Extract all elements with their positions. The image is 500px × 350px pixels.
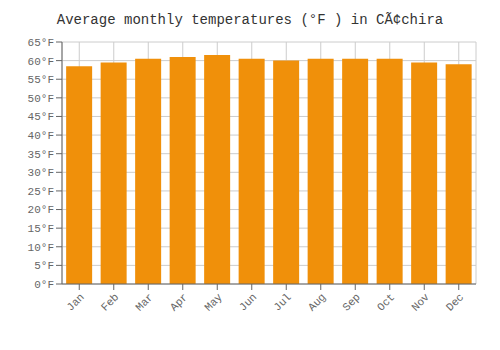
svg-text:35°F: 35°F [28, 149, 54, 161]
svg-text:Nov: Nov [409, 291, 432, 314]
svg-text:60°F: 60°F [28, 56, 54, 68]
svg-text:15°F: 15°F [28, 223, 54, 235]
svg-text:Jan: Jan [64, 291, 86, 313]
svg-text:Aug: Aug [306, 291, 328, 313]
svg-text:Jun: Jun [237, 291, 259, 313]
svg-text:50°F: 50°F [28, 93, 54, 105]
svg-text:Dec: Dec [444, 291, 466, 313]
svg-text:0°F: 0°F [34, 279, 54, 291]
svg-text:25°F: 25°F [28, 186, 54, 198]
svg-text:Jul: Jul [271, 291, 293, 313]
svg-text:10°F: 10°F [28, 242, 54, 254]
svg-text:Sep: Sep [340, 291, 362, 313]
svg-text:May: May [202, 291, 225, 314]
svg-text:45°F: 45°F [28, 111, 54, 123]
svg-text:Feb: Feb [99, 291, 121, 313]
svg-text:65°F: 65°F [28, 37, 54, 49]
html-text:Average monthly temperatures (: Average monthly temperatures (°F ) in CÃ… [56, 12, 444, 28]
svg-text:Apr: Apr [168, 291, 190, 313]
svg-text:55°F: 55°F [28, 74, 54, 86]
svg-text:Mar: Mar [133, 291, 155, 313]
svg-text:40°F: 40°F [28, 130, 54, 142]
svg-text:30°F: 30°F [28, 167, 54, 179]
svg-text:5°F: 5°F [34, 260, 54, 272]
svg-text:20°F: 20°F [28, 204, 54, 216]
svg-text:Oct: Oct [375, 291, 397, 313]
